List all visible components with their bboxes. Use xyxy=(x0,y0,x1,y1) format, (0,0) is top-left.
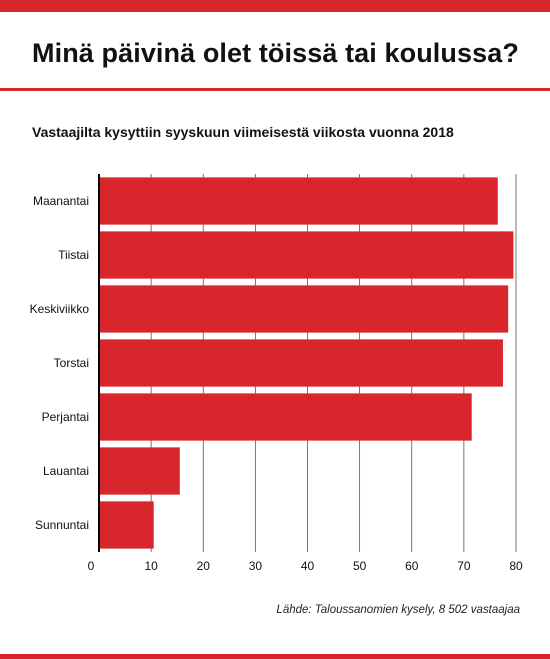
bar-perjantai xyxy=(99,393,472,441)
chart-subtitle: Vastaajilta kysyttiin syyskuun viimeises… xyxy=(32,124,454,140)
bar-torstai xyxy=(99,339,503,387)
bottom-accent-bar xyxy=(0,654,550,659)
x-tick-labels: 0 10 20 30 40 50 60 70 80 xyxy=(88,559,523,573)
category-label-lauantai: Lauantai xyxy=(43,464,89,478)
bar-maanantai xyxy=(99,177,498,225)
category-label-sunnuntai: Sunnuntai xyxy=(35,518,89,532)
bar-sunnuntai xyxy=(99,501,154,549)
x-tick-label: 50 xyxy=(353,559,367,573)
bars xyxy=(99,177,514,549)
x-tick-label: 10 xyxy=(144,559,158,573)
category-label-keskiviikko: Keskiviikko xyxy=(30,302,90,316)
category-label-maanantai: Maanantai xyxy=(33,194,89,208)
x-tick-label: 40 xyxy=(301,559,315,573)
x-tick-label: 70 xyxy=(457,559,471,573)
category-label-perjantai: Perjantai xyxy=(42,410,89,424)
source-note: Lähde: Taloussanomien kysely, 8 502 vast… xyxy=(276,604,520,616)
bar-lauantai xyxy=(99,447,180,495)
x-tick-label: 80 xyxy=(509,559,523,573)
x-tick-label: 20 xyxy=(197,559,211,573)
title-divider xyxy=(0,88,550,91)
chart-title: Minä päivinä olet töissä tai koulussa? xyxy=(32,38,519,68)
top-accent-bar xyxy=(0,0,550,12)
bar-tiistai xyxy=(99,231,514,279)
bar-chart: Maanantai Tiistai Keskiviikko Torstai Perjan… xyxy=(30,174,523,573)
bar-keskiviikko xyxy=(99,285,509,333)
category-label-tiistai: Tiistai xyxy=(58,248,89,262)
category-label-torstai: Torstai xyxy=(54,356,89,370)
x-tick-label: 30 xyxy=(249,559,263,573)
x-tick-label: 60 xyxy=(405,559,419,573)
x-tick-label: 0 xyxy=(88,559,95,573)
category-labels: Maanantai Tiistai Keskiviikko Torstai Perjan… xyxy=(30,194,90,532)
